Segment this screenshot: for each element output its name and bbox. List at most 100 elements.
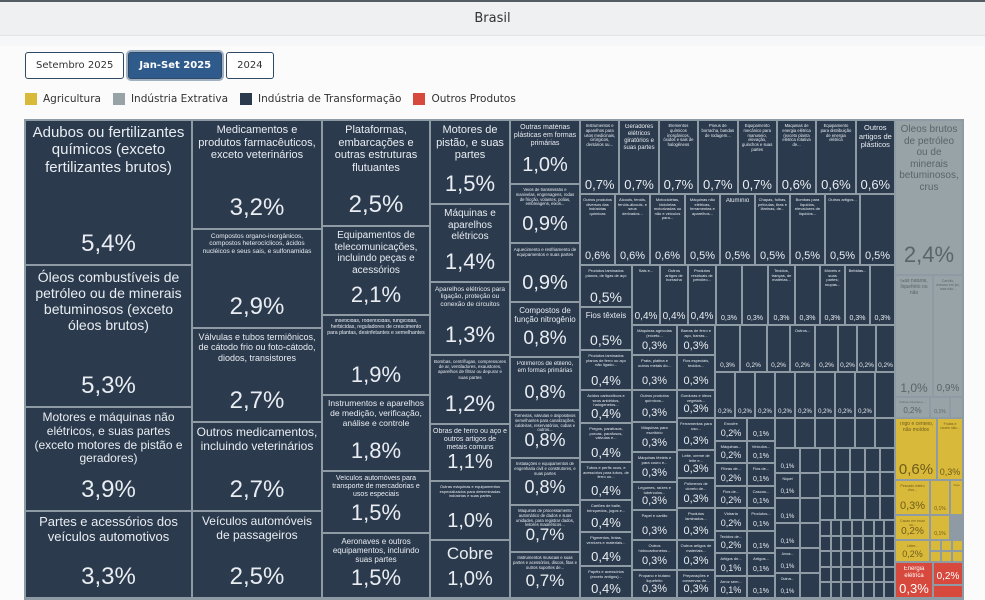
treemap-tile[interactable]: Álcoois, fenóis, fenóis-álcoois, e seus … bbox=[616, 195, 649, 264]
treemap-tile-small[interactable] bbox=[885, 536, 894, 551]
treemap-tile[interactable]: Máquinas e aparelhos elétricos 1,4% bbox=[431, 205, 509, 281]
treemap-tile-small[interactable] bbox=[942, 552, 951, 561]
treemap-tile[interactable]: Outros produtos diversos das indústrias … bbox=[581, 195, 614, 264]
treemap-tile[interactable]: Amos... 0,1% bbox=[776, 549, 799, 572]
treemap-tile-small[interactable] bbox=[851, 497, 864, 519]
treemap-tile[interactable]: Outros artigos de plásticos 0,6% bbox=[856, 121, 894, 193]
treemap-tile[interactable]: Equipamentos de telecomunicações, inclui… bbox=[323, 227, 429, 314]
treemap-tile[interactable]: Alumínio 0,5% bbox=[721, 195, 754, 264]
treemap-tile-small[interactable] bbox=[876, 419, 894, 447]
treemap-tile[interactable]: 0,1% bbox=[931, 516, 949, 539]
treemap-tile[interactable]: 0,5% bbox=[861, 195, 894, 264]
treemap-tile-small[interactable] bbox=[866, 473, 879, 495]
treemap-tile-small[interactable] bbox=[881, 497, 894, 519]
treemap-tile[interactable]: Pneus de borracha, bandas de rodagem... 0… bbox=[699, 121, 737, 193]
treemap-tile[interactable]: Motores e máquinas não elétricos, e suas… bbox=[26, 408, 191, 510]
treemap-tile-small[interactable] bbox=[874, 567, 884, 582]
treemap-tile[interactable]: Pigmentos, tintas, vernizes e materiais.… bbox=[581, 533, 631, 565]
treemap-tile[interactable]: Soja bbox=[951, 481, 962, 514]
treemap-tile[interactable]: Produtos residuais de petróleo... 0,4% bbox=[689, 266, 715, 324]
treemap-tile[interactable]: 0,2% bbox=[768, 326, 789, 371]
treemap-tile[interactable]: Outros... 0,1% bbox=[776, 574, 799, 597]
treemap-tile[interactable]: Carvão, mesmo em pó, mas não... 0,9% bbox=[934, 276, 962, 396]
tab-jan-set-2025[interactable]: Jan-Set 2025 bbox=[128, 52, 223, 79]
treemap-tile-small[interactable] bbox=[801, 474, 819, 497]
treemap-tile[interactable]: Enxofre 0,2% bbox=[716, 419, 746, 440]
treemap-tile[interactable]: Outros hidrocarbonetos... 0,3% bbox=[633, 541, 676, 569]
treemap-tile[interactable]: Máquinas têxteis e para couro e... 0,3% bbox=[633, 453, 676, 481]
treemap-tile-small[interactable] bbox=[881, 473, 894, 495]
treemap-tile[interactable]: Tecidos de... 0,2% bbox=[716, 531, 746, 552]
treemap-tile[interactable]: Leite, creme de leite e... 0,3% bbox=[678, 451, 714, 477]
treemap-tile-small[interactable] bbox=[942, 541, 951, 550]
treemap-tile-small[interactable] bbox=[836, 497, 849, 519]
treemap-tile[interactable]: Máquinas de energia elétrica (exceto pla… bbox=[777, 121, 816, 193]
treemap-tile[interactable]: Óleos brutos de petróleo ou de minerais … bbox=[896, 121, 962, 274]
treemap-tile-small[interactable] bbox=[851, 473, 864, 495]
treemap-tile[interactable]: Artigos... 0,1% bbox=[748, 554, 774, 575]
treemap-tile-small[interactable] bbox=[821, 583, 830, 597]
treemap-tile[interactable]: 0,2% bbox=[934, 563, 962, 584]
treemap-tile-small[interactable] bbox=[863, 567, 873, 582]
treemap-tile-small[interactable] bbox=[885, 583, 894, 597]
legend-item-outros[interactable]: Outros Produtos bbox=[413, 93, 516, 105]
treemap-tile[interactable]: Geradores elétricos giratórios e suas pa… bbox=[620, 121, 658, 193]
treemap-tile[interactable] bbox=[951, 398, 962, 417]
treemap-tile-small[interactable] bbox=[821, 567, 830, 582]
treemap-tile[interactable]: 0,1% bbox=[931, 481, 949, 514]
treemap-tile-small[interactable] bbox=[821, 521, 830, 535]
treemap-tile-small[interactable] bbox=[816, 419, 834, 447]
treemap-tile[interactable]: Máquinas de processamento automático de … bbox=[511, 506, 579, 551]
treemap-tile[interactable]: 0,3% bbox=[871, 266, 894, 324]
treemap-tile-small[interactable] bbox=[874, 552, 884, 566]
treemap-tile[interactable]: Equipamento para distribuição de energia… bbox=[817, 121, 855, 193]
treemap-tile[interactable]: Outros artigos de materiais... 0,3% bbox=[678, 541, 714, 569]
treemap-tile-small[interactable] bbox=[801, 549, 819, 572]
treemap-tile[interactable]: Bombas para líquidos, elevadores de líqu… bbox=[791, 195, 824, 264]
treemap-tile[interactable]: Bebidas... 0,3% bbox=[846, 266, 869, 324]
treemap-tile[interactable]: Torneiras, válvulas e dispositivos semel… bbox=[511, 411, 579, 457]
treemap-tile[interactable]: 0,1% bbox=[776, 524, 799, 547]
treemap-tile-small[interactable] bbox=[866, 497, 879, 519]
treemap-tile-small[interactable] bbox=[863, 521, 873, 535]
treemap-tile[interactable]: Outros... 0,2% bbox=[791, 326, 814, 371]
treemap-tile-small[interactable] bbox=[821, 536, 830, 551]
treemap-tile[interactable]: 0,3% bbox=[716, 326, 739, 371]
treemap-tile[interactable]: Ferramentas para uso... 0,3% bbox=[678, 419, 714, 449]
treemap-tile[interactable]: Preparações e conservas de... 0,3% bbox=[678, 571, 714, 597]
treemap-tile-small[interactable] bbox=[801, 449, 819, 472]
treemap-tile-small[interactable] bbox=[853, 583, 862, 597]
treemap-tile[interactable]: Chapas, folhas, películas, tiras e lâmin… bbox=[756, 195, 789, 264]
treemap-tile[interactable]: Fios de... 0,1% bbox=[748, 464, 774, 485]
treemap-tile[interactable]: Aeronaves e outros equipamentos, incluin… bbox=[323, 534, 429, 597]
treemap-tile[interactable]: Equipamento mecânico para manuseio, elev… bbox=[738, 121, 776, 193]
treemap-tile[interactable]: Polímeros de etileno, em formas primária… bbox=[511, 358, 579, 409]
treemap-tile[interactable]: Produtos laminados planos, de ligas de a… bbox=[581, 266, 631, 306]
tab-2024[interactable]: 2024 bbox=[226, 52, 274, 79]
treemap-tile[interactable]: Outras máquinas e equipamentos especiali… bbox=[431, 482, 509, 539]
treemap-tile[interactable]: Artigos de... 0,1% bbox=[716, 554, 746, 575]
treemap-tile[interactable]: 0,2% bbox=[858, 326, 875, 371]
treemap-tile[interactable]: 0,2% bbox=[816, 326, 837, 371]
treemap-tile[interactable]: Pescado inteiro vivo... 0,3% bbox=[896, 481, 929, 514]
treemap-tile-small[interactable] bbox=[863, 583, 873, 597]
treemap-tile[interactable]: Papéis e acessórios (exceto antigos)... 0… bbox=[581, 567, 631, 597]
treemap-tile[interactable]: Elementos químicos inorgânicos, óxidos e… bbox=[659, 121, 698, 193]
treemap-tile[interactable] bbox=[876, 373, 894, 417]
treemap-tile[interactable]: Medicamentos e produtos farmacêuticos, e… bbox=[193, 121, 321, 228]
treemap-tile-small[interactable] bbox=[821, 552, 830, 566]
treemap-tile[interactable]: Ácidos carboxílicos e seus anidridos, ha… bbox=[581, 391, 631, 422]
treemap-tile[interactable]: 0,2% bbox=[856, 373, 874, 417]
treemap-tile[interactable]: Outros artigos de borracha 0,4% bbox=[661, 266, 687, 324]
treemap-tile[interactable]: Fios de... 0,2% bbox=[716, 486, 746, 507]
treemap-tile[interactable]: Cobre 1,0% bbox=[431, 541, 509, 597]
treemap-tile[interactable]: Máquinas... 0,2% bbox=[716, 441, 746, 462]
treemap-tile-small[interactable] bbox=[853, 552, 862, 566]
treemap-tile[interactable]: 0,1% bbox=[931, 398, 949, 417]
treemap-tile[interactable]: Instrumentos e aparelhos de medição, ver… bbox=[323, 396, 429, 470]
treemap-tile[interactable]: Instrumentos e aparelhos para usos medic… bbox=[581, 121, 619, 193]
treemap-tile-small[interactable] bbox=[953, 541, 962, 550]
treemap-tile-small[interactable] bbox=[776, 419, 794, 447]
treemap-tile[interactable]: Outros artigos... 0,5% bbox=[826, 195, 859, 264]
treemap-tile[interactable]: Energia elétrica 0,3% bbox=[896, 563, 932, 597]
